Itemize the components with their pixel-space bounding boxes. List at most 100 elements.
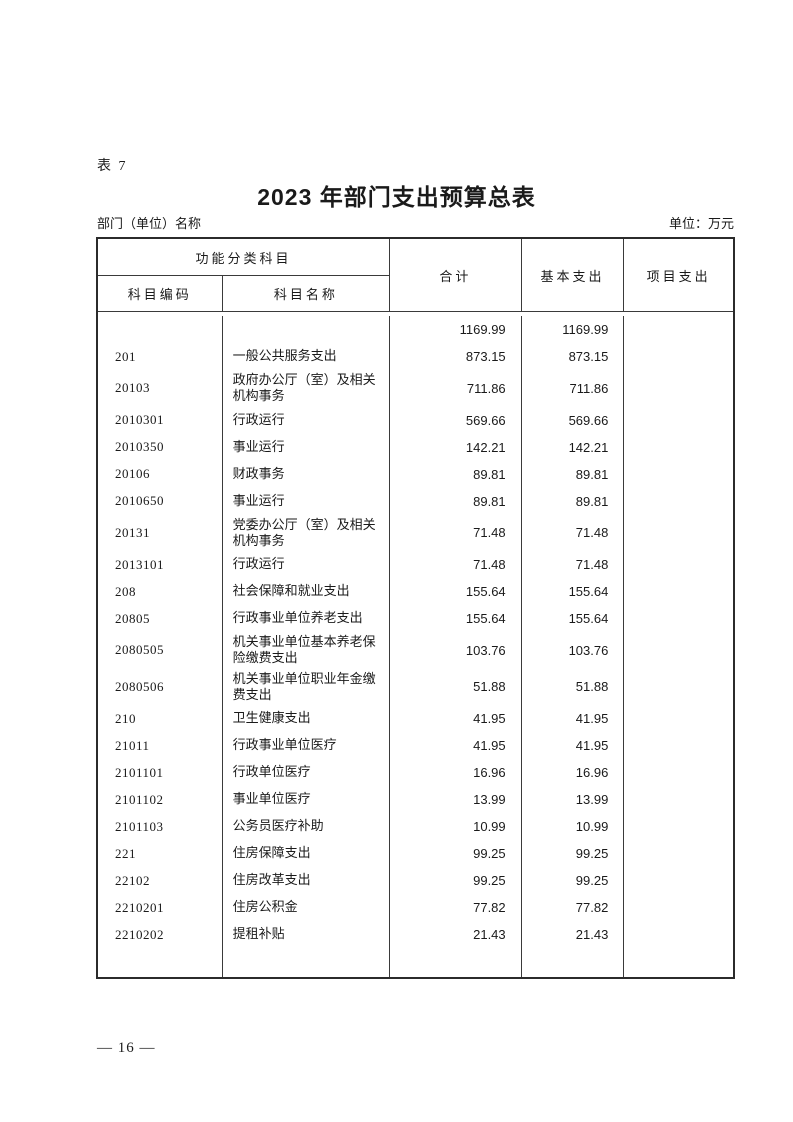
name-cell: 行政事业单位养老支出 [223, 605, 391, 632]
table-row: 1169.99 1169.99 [98, 316, 733, 343]
project-cell [624, 669, 733, 706]
table-row: 20103 政府办公厅（室）及相关机构事务 711.86 711.86 [98, 370, 733, 407]
basic-cell: 155.64 [522, 605, 625, 632]
basic-cell: 77.82 [522, 894, 625, 921]
code-cell [98, 316, 223, 343]
basic-cell: 41.95 [522, 732, 625, 759]
project-cell [624, 732, 733, 759]
name-cell: 社会保障和就业支出 [223, 578, 391, 605]
code-cell: 20805 [98, 605, 223, 632]
basic-cell: 142.21 [522, 433, 625, 461]
total-cell: 71.48 [390, 551, 522, 578]
code-cell: 20131 [98, 514, 223, 551]
code-cell: 20103 [98, 370, 223, 407]
total-cell: 10.99 [390, 813, 522, 840]
table-row: 2010301 行政运行 569.66 569.66 [98, 406, 733, 434]
name-cell: 卫生健康支出 [223, 705, 391, 732]
code-cell: 2101103 [98, 813, 223, 840]
code-cell: 2080506 [98, 668, 223, 705]
total-cell: 103.76 [390, 632, 522, 669]
total-cell: 1169.99 [390, 316, 522, 343]
table-row: 2210201 住房公积金 77.82 77.82 [98, 894, 733, 921]
project-cell [624, 705, 733, 732]
total-cell: 569.66 [390, 406, 522, 434]
name-cell: 事业运行 [223, 487, 391, 515]
project-cell [624, 316, 733, 343]
table-row: 2013101 行政运行 71.48 71.48 [98, 551, 733, 578]
basic-cell: 16.96 [522, 759, 625, 786]
name-cell: 公务员医疗补助 [223, 813, 391, 840]
unit-note: 单位：万元 [668, 216, 734, 231]
project-cell [624, 867, 733, 894]
basic-cell: 71.48 [522, 514, 625, 551]
header-project-expenditure: 项目支出 [646, 268, 711, 284]
table-row: 208 社会保障和就业支出 155.64 155.64 [98, 578, 733, 605]
project-cell [624, 578, 733, 605]
code-cell: 2010650 [98, 487, 223, 515]
code-cell: 2080505 [98, 632, 223, 669]
name-cell: 住房保障支出 [223, 840, 391, 867]
basic-cell: 21.43 [522, 921, 625, 948]
table-row: 221 住房保障支出 99.25 99.25 [98, 840, 733, 867]
name-cell: 机关事业单位职业年金缴费支出 [223, 668, 391, 705]
project-cell [624, 407, 733, 434]
table-row: 2101101 行政单位医疗 16.96 16.96 [98, 759, 733, 786]
page-title: 2023 年部门支出预算总表 [257, 184, 536, 210]
total-cell: 89.81 [390, 460, 522, 488]
total-cell: 99.25 [390, 867, 522, 894]
name-cell: 政府办公厅（室）及相关机构事务 [223, 370, 391, 407]
name-cell: 行政运行 [223, 551, 391, 578]
project-cell [624, 515, 733, 552]
basic-cell: 71.48 [522, 551, 625, 578]
basic-cell: 99.25 [522, 840, 625, 867]
name-cell [223, 316, 391, 343]
name-cell: 行政运行 [223, 406, 391, 434]
code-cell: 2210202 [98, 921, 223, 948]
project-cell [624, 786, 733, 813]
table-filler-row [98, 948, 733, 977]
code-cell: 201 [98, 343, 223, 370]
project-cell [624, 813, 733, 840]
name-cell: 财政事务 [223, 460, 391, 488]
code-cell: 210 [98, 705, 223, 732]
project-cell [624, 370, 733, 407]
header-functional-classification: 功能分类科目 [98, 239, 391, 276]
total-cell: 41.95 [390, 705, 522, 732]
project-cell [624, 343, 733, 370]
table-row: 20106 财政事务 89.81 89.81 [98, 460, 733, 488]
basic-cell: 51.88 [522, 668, 625, 705]
basic-cell: 89.81 [522, 487, 625, 515]
table-row: 2210202 提租补贴 21.43 21.43 [98, 921, 733, 948]
table-row: 20131 党委办公厅（室）及相关机构事务 71.48 71.48 [98, 514, 733, 552]
total-cell: 71.48 [390, 514, 522, 551]
basic-cell: 103.76 [522, 632, 625, 669]
table-row: 20805 行政事业单位养老支出 155.64 155.64 [98, 605, 733, 632]
name-cell: 住房公积金 [223, 894, 391, 921]
total-cell: 99.25 [390, 840, 522, 867]
total-cell: 155.64 [390, 578, 522, 605]
code-cell: 2210201 [98, 894, 223, 921]
total-cell: 51.88 [390, 668, 522, 705]
basic-cell: 13.99 [522, 786, 625, 813]
project-cell [624, 894, 733, 921]
name-cell: 机关事业单位基本养老保险缴费支出 [223, 632, 391, 669]
budget-table: 功能分类科目 科目编码 科目名称 合计 基本支出 项目支出 1169.99 11… [96, 237, 735, 979]
total-cell: 13.99 [390, 786, 522, 813]
code-cell: 21011 [98, 732, 223, 759]
header-total: 合计 [390, 239, 522, 311]
code-cell: 2101102 [98, 786, 223, 813]
project-cell [624, 921, 733, 948]
basic-cell: 89.81 [522, 460, 625, 488]
table-row: 2010650 事业运行 89.81 89.81 [98, 487, 733, 515]
total-cell: 16.96 [390, 759, 522, 786]
basic-cell: 569.66 [522, 406, 625, 434]
total-cell: 155.64 [390, 605, 522, 632]
project-cell [624, 605, 733, 632]
basic-cell: 1169.99 [522, 316, 625, 343]
name-cell: 行政单位医疗 [223, 759, 391, 786]
table-row: 2080505 机关事业单位基本养老保险缴费支出 103.76 103.76 [98, 632, 733, 669]
header-subject-code: 科目编码 [98, 276, 223, 311]
code-cell: 22102 [98, 867, 223, 894]
table-row: 2101103 公务员医疗补助 10.99 10.99 [98, 813, 733, 840]
code-cell: 2101101 [98, 759, 223, 786]
